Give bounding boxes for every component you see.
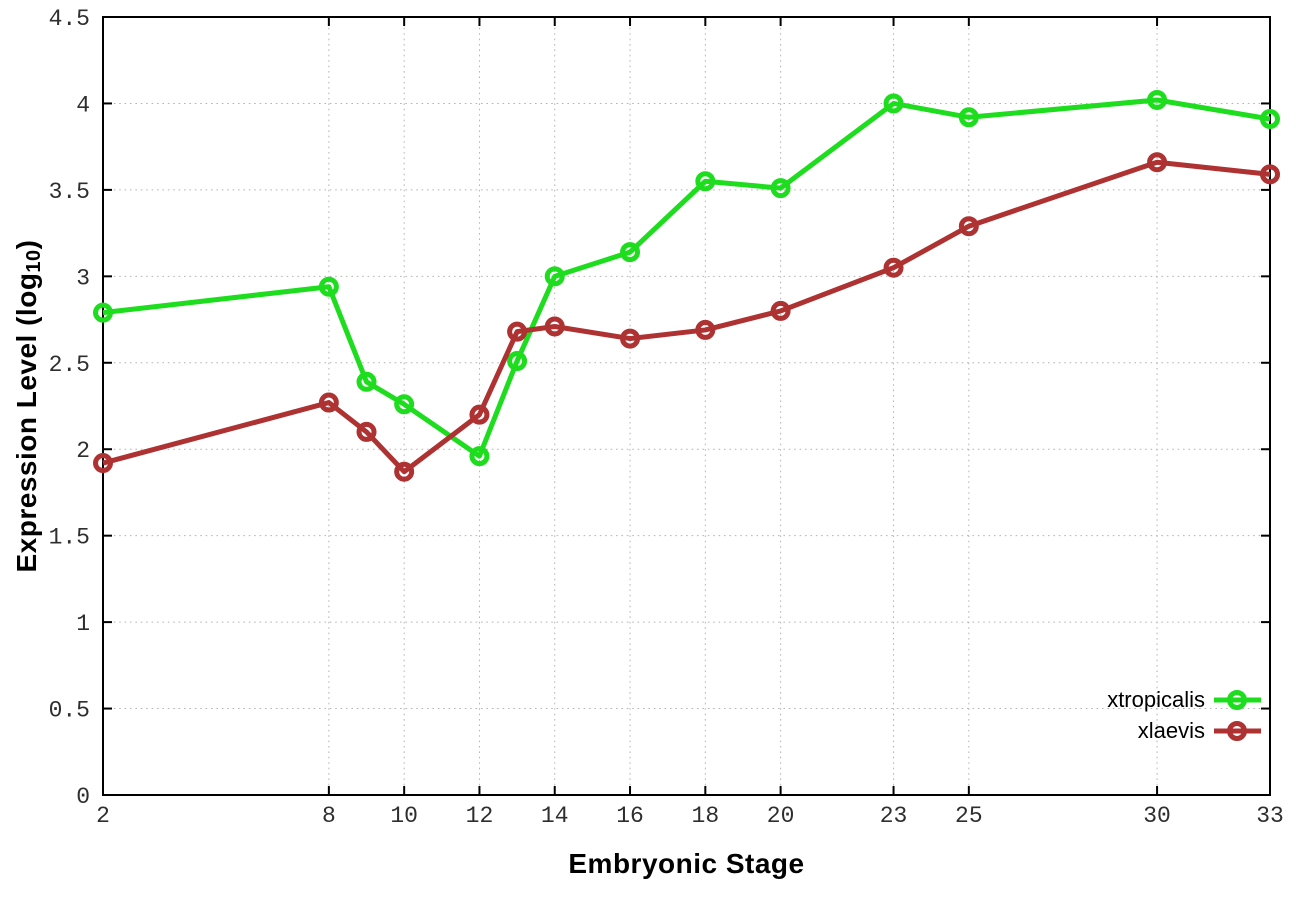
data-point-xtropicalis [356, 371, 377, 392]
data-point-xtropicalis [469, 446, 490, 467]
data-point-xlaevis [695, 319, 716, 340]
x-tick-label: 16 [616, 803, 644, 829]
data-point-xlaevis [620, 328, 641, 349]
series-line-xlaevis [102, 159, 1271, 475]
data-point-xlaevis [770, 300, 791, 321]
data-point-xtropicalis [1260, 109, 1280, 130]
data-point-xtropicalis [318, 276, 339, 297]
data-point-xlaevis [394, 461, 415, 482]
data-point-xtropicalis [394, 394, 415, 415]
y-axis-title: Expression Level (log10) [11, 239, 45, 573]
data-point-xlaevis [883, 257, 904, 278]
x-tick-label: 20 [767, 803, 795, 829]
data-point-xtropicalis [1147, 89, 1168, 110]
legend-label-xtropicalis: xtropicalis [1107, 687, 1205, 712]
data-point-xtropicalis [958, 107, 979, 128]
data-point-xlaevis [1260, 164, 1280, 185]
x-tick-label: 18 [692, 803, 720, 829]
y-tick-label: 1.5 [49, 525, 90, 551]
x-axis-title: Embryonic Stage [568, 848, 805, 879]
x-tick-label: 30 [1143, 803, 1171, 829]
y-tick-label: 2.5 [49, 352, 90, 378]
data-point-xlaevis [93, 453, 113, 474]
y-tick-label: 3.5 [49, 179, 90, 205]
data-point-xtropicalis [695, 171, 716, 192]
x-tick-label: 8 [322, 803, 336, 829]
legend-label-xlaevis: xlaevis [1138, 718, 1205, 743]
data-point-xlaevis [958, 216, 979, 237]
data-point-xlaevis [469, 404, 490, 425]
data-point-xtropicalis [507, 351, 528, 372]
data-point-xlaevis [356, 421, 377, 442]
legend-sample-marker-xlaevis [1227, 721, 1247, 741]
y-axis-title-suffix: ) [11, 239, 42, 250]
data-point-xtropicalis [770, 178, 791, 199]
x-tick-label: 14 [541, 803, 569, 829]
data-point-xtropicalis [544, 266, 565, 287]
data-point-xlaevis [544, 316, 565, 337]
y-tick-label: 3 [76, 265, 90, 291]
x-tick-label: 23 [880, 803, 908, 829]
data-point-xlaevis [1147, 152, 1168, 173]
x-tick-label: 2 [96, 803, 110, 829]
data-point-xtropicalis [93, 302, 113, 323]
x-tick-label: 10 [390, 803, 418, 829]
series-line-xtropicalis [102, 97, 1271, 459]
data-point-xlaevis [507, 321, 528, 342]
legend-sample-marker-xtropicalis [1227, 690, 1247, 710]
y-axis-title-text: Expression Level (log [11, 272, 42, 573]
x-tick-label: 25 [955, 803, 983, 829]
y-tick-label: 0.5 [49, 698, 90, 724]
y-tick-label: 0 [76, 784, 90, 810]
y-axis-title-subscript: 10 [22, 249, 45, 273]
data-point-xtropicalis [883, 93, 904, 114]
plot-border [102, 16, 1271, 796]
data-point-xtropicalis [620, 242, 641, 263]
y-tick-label: 1 [76, 611, 90, 637]
y-tick-label: 4.5 [49, 6, 90, 32]
x-tick-label: 33 [1256, 803, 1284, 829]
data-point-xlaevis [318, 392, 339, 413]
y-tick-label: 2 [76, 438, 90, 464]
x-tick-label: 12 [466, 803, 494, 829]
y-tick-label: 4 [76, 92, 90, 118]
